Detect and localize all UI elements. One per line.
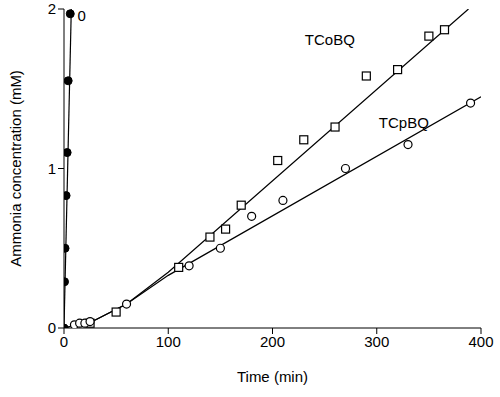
svg-text:2: 2 <box>48 0 56 17</box>
svg-text:400: 400 <box>468 333 492 350</box>
svg-text:TCpBQ: TCpBQ <box>379 114 429 131</box>
svg-text:0: 0 <box>48 319 56 336</box>
svg-text:1: 1 <box>48 160 56 177</box>
svg-text:0: 0 <box>78 9 86 24</box>
svg-text:TCoBQ: TCoBQ <box>305 31 355 48</box>
svg-text:300: 300 <box>364 333 389 350</box>
svg-text:0: 0 <box>60 333 68 350</box>
svg-text:Time (min): Time (min) <box>237 368 308 385</box>
svg-text:200: 200 <box>260 333 285 350</box>
svg-text:Ammonia concentration (mM): Ammonia concentration (mM) <box>8 70 24 267</box>
svg-text:100: 100 <box>156 333 181 350</box>
